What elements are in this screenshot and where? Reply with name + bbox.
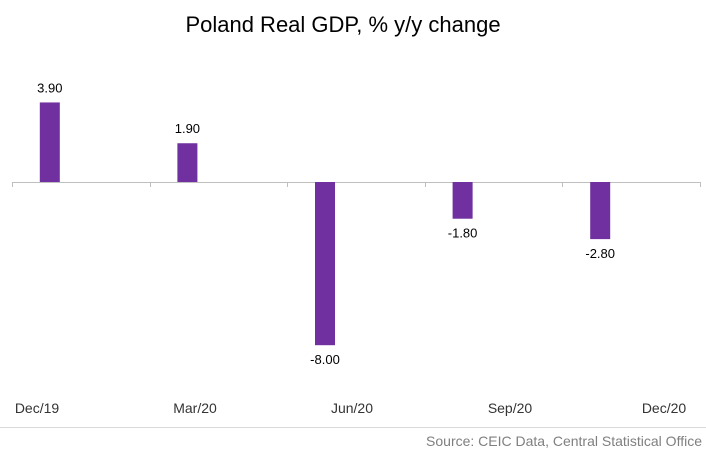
bar-mar-20: [177, 143, 198, 182]
data-label: -8.00: [310, 352, 340, 367]
x-tick-label: Sep/20: [488, 400, 533, 416]
x-tick-label: Dec/20: [642, 400, 687, 416]
bar-dec-20: [590, 182, 611, 240]
x-tick-label: Jun/20: [331, 400, 373, 416]
bars-layer: [39, 102, 611, 346]
x-tick-label: Mar/20: [173, 400, 217, 416]
bar-sep-20: [452, 182, 473, 219]
chart-title: Poland Real GDP, % y/y change: [185, 12, 500, 37]
bar-dec-19: [39, 102, 60, 182]
bar-jun-20: [315, 182, 335, 346]
axis-layer: [12, 182, 701, 187]
source-note: Source: CEIC Data, Central Statistical O…: [426, 433, 702, 449]
data-label: -2.80: [585, 246, 615, 261]
data-label: 3.90: [37, 80, 62, 95]
data-label: 1.90: [175, 121, 200, 136]
x-tick-label: Dec/19: [15, 400, 60, 416]
x-tick-labels-layer: Dec/19 Mar/20 Jun/20 Sep/20 Dec/20: [15, 400, 687, 416]
data-label: -1.80: [448, 226, 478, 241]
data-labels-layer: 3.90 1.90 -8.00 -1.80 -2.80: [37, 80, 615, 367]
